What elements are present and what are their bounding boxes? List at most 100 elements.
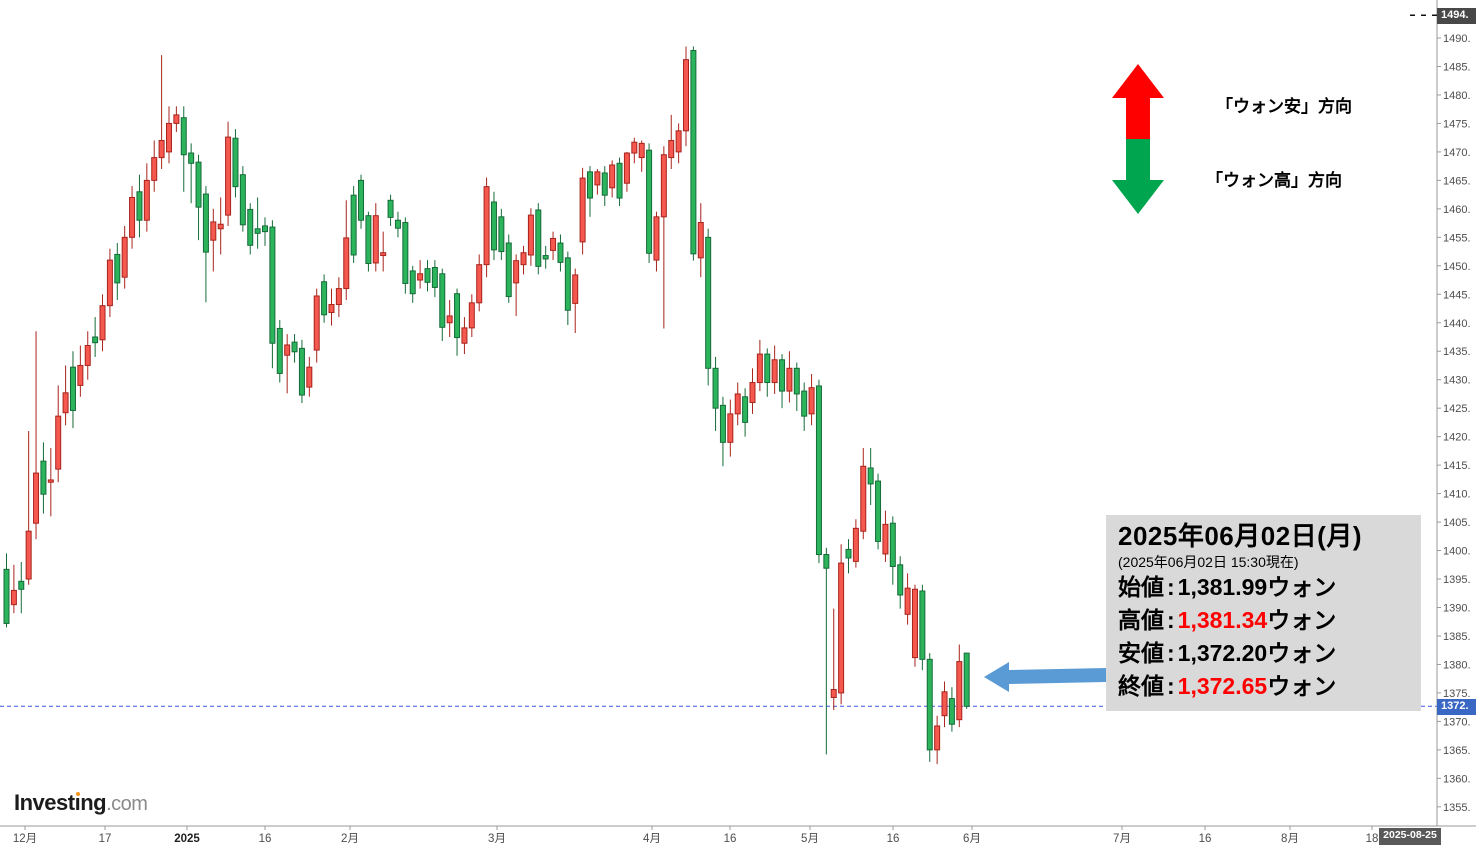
candle-body (461, 327, 468, 344)
candle-body (402, 222, 409, 284)
candle-body (40, 460, 47, 495)
candle-body (232, 137, 239, 188)
candle-body (483, 186, 490, 266)
x-axis-label: 18 (1366, 833, 1379, 845)
candle-body (948, 698, 955, 725)
y-axis-label: 1445. (1443, 289, 1471, 301)
x-axis-label: 16 (887, 833, 900, 845)
candle-body (882, 523, 889, 555)
candle-body (306, 366, 313, 388)
candle-body (764, 353, 771, 384)
candle-body (262, 225, 269, 233)
y-axis-label: 1460. (1443, 204, 1471, 216)
ohlc-row: 始値:1,381.99ウォン (1118, 574, 1337, 600)
candle-body (92, 336, 99, 344)
candle-body (254, 228, 261, 234)
arrow-up-icon (1112, 64, 1164, 139)
candle-body (860, 465, 867, 532)
candle-body (601, 172, 608, 196)
y-axis-label: 1485. (1443, 61, 1471, 73)
candle-body (284, 344, 291, 356)
candle-body (387, 199, 394, 218)
won-direction-arrows-icon (1112, 64, 1164, 214)
candle-body (468, 302, 475, 329)
candle-body (498, 216, 505, 253)
candle-body (956, 661, 963, 721)
candle-body (106, 259, 113, 307)
candle-body (734, 393, 741, 415)
x-axis-label: 12月 (13, 833, 37, 845)
candle-body (513, 260, 520, 284)
y-axis-label: 1405. (1443, 517, 1471, 529)
candle-body (210, 221, 217, 241)
candle-body (394, 219, 401, 229)
candle-body (151, 157, 158, 181)
logo-orange-dot-i: ı (74, 790, 81, 815)
candle-body (490, 201, 497, 251)
y-axis-label: 1370. (1443, 716, 1471, 728)
candle-body (919, 590, 926, 660)
x-axis-label: 6月 (963, 833, 981, 845)
candle-body (564, 257, 571, 311)
candle-body (897, 564, 904, 596)
candle-body (690, 50, 697, 255)
candle-body (527, 214, 534, 256)
candle-body (84, 345, 91, 366)
y-axis-label: 1465. (1443, 175, 1471, 187)
candle-body (188, 152, 195, 164)
candle-body (712, 367, 719, 409)
y-axis-label: 1415. (1443, 460, 1471, 472)
candle-body (646, 149, 653, 254)
candle-body (321, 281, 328, 316)
candle-body (786, 367, 793, 392)
candle-body (660, 154, 667, 218)
x-axis-label: 16 (259, 833, 272, 845)
candle-body (180, 117, 187, 156)
candle-body (653, 216, 660, 261)
quote-timestamp: (2025年06月02日 15:30現在) (1118, 554, 1299, 570)
candle-body (557, 242, 564, 263)
candle-body (33, 472, 40, 524)
y-axis-label: 1375. (1443, 688, 1471, 700)
x-axis-label: 17 (99, 833, 112, 845)
ohlc-rows: 始値:1,381.99ウォン 高値:1,381.34ウォン 安値:1,372.20ウ… (1118, 571, 1411, 703)
x-axis-label: 7月 (1113, 833, 1131, 845)
candle-body (756, 353, 763, 384)
y-axis-label: 1390. (1443, 603, 1471, 615)
candle-body (372, 215, 379, 264)
candle-body (623, 152, 630, 184)
candle-body (934, 725, 941, 751)
candle-body (202, 193, 209, 253)
candle-body (62, 392, 69, 414)
candle-body (217, 223, 224, 230)
candle-body (298, 347, 305, 396)
x-axis-label: 5月 (801, 833, 819, 845)
candle-body (195, 161, 202, 208)
y-axis-label: 1400. (1443, 546, 1471, 558)
y-axis-label: 1355. (1443, 802, 1471, 814)
candle-body (808, 387, 815, 415)
candle-body (594, 171, 601, 186)
candle-body (668, 140, 675, 159)
candle-body (10, 589, 17, 606)
candle-body (941, 691, 948, 717)
candle-body (55, 415, 62, 470)
candle-body (505, 242, 512, 298)
candle-body (771, 359, 778, 384)
axis-date-badge: 2025-08-25 (1379, 828, 1441, 845)
candle-body (129, 196, 136, 238)
y-axis-label: 1360. (1443, 773, 1471, 785)
arrow-down-icon (1112, 139, 1164, 214)
candle-body (431, 267, 438, 288)
y-axis-label: 1425. (1443, 403, 1471, 415)
x-axis-label: 4月 (643, 833, 661, 845)
won-weak-direction-label: 「ウォン安」方向 (1216, 97, 1352, 116)
candle-body (409, 270, 416, 295)
candle-body (911, 588, 918, 659)
quote-date-title: 2025年06月02日(月) (1118, 521, 1362, 551)
y-axis-label: 1490. (1443, 33, 1471, 45)
candle-body (838, 562, 845, 694)
candle-body (446, 315, 453, 324)
candle-body (269, 226, 276, 344)
